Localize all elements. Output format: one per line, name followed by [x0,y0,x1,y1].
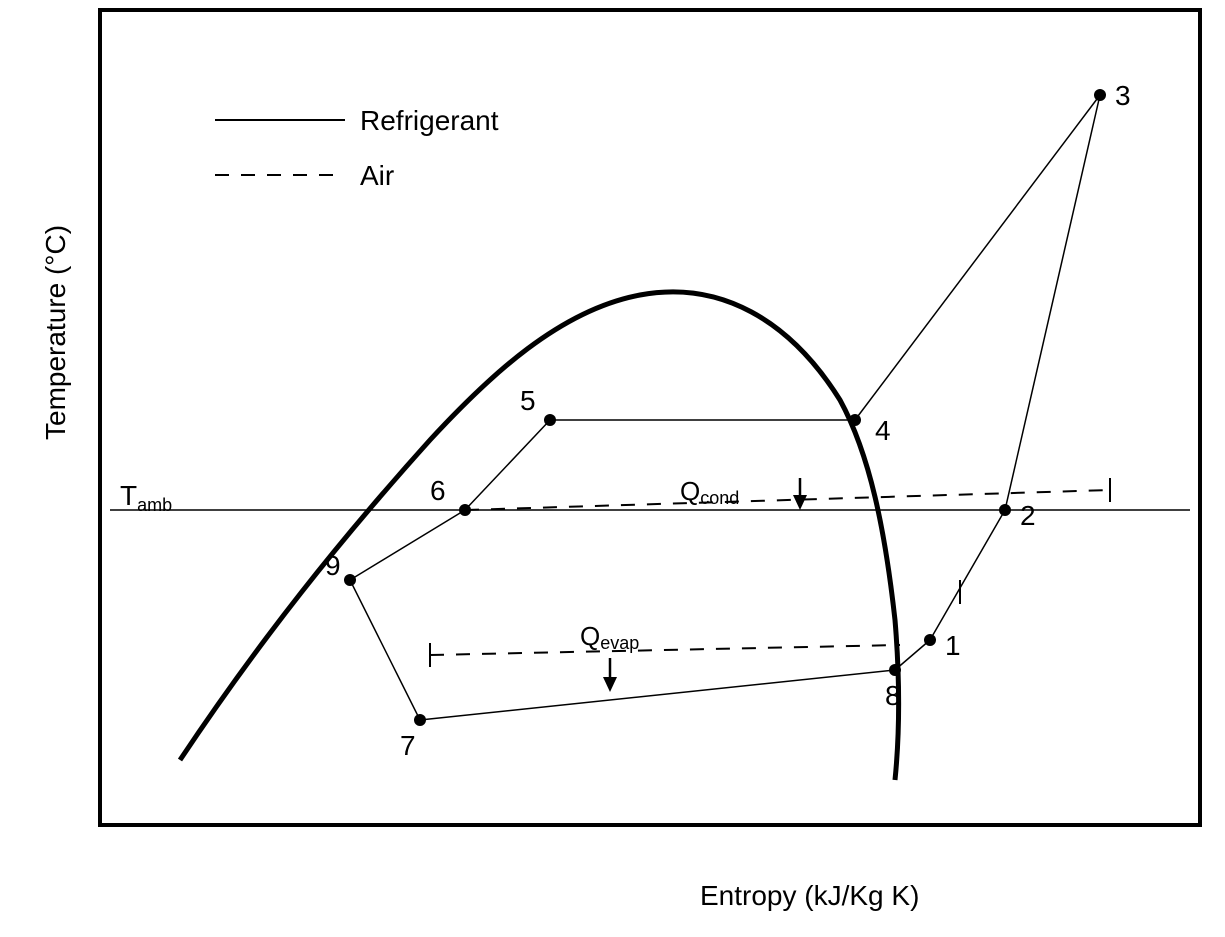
legend-label-refrigerant: Refrigerant [360,105,499,136]
legend: Refrigerant Air [215,105,499,191]
svg-text:2: 2 [1020,500,1036,531]
q-cond: Qcond [680,476,807,510]
svg-text:1: 1 [945,630,961,661]
svg-text:8: 8 [885,680,901,711]
svg-text:5: 5 [520,385,536,416]
svg-text:6: 6 [430,475,446,506]
svg-text:4: 4 [875,415,891,446]
legend-label-air: Air [360,160,394,191]
tamb-label: Tamb [120,480,172,515]
q-evap: Qevap [580,621,639,692]
plot-frame [100,10,1200,825]
svg-text:Qevap: Qevap [580,621,639,653]
svg-text:7: 7 [400,730,416,761]
svg-text:3: 3 [1115,80,1131,111]
svg-text:Qcond: Qcond [680,476,739,508]
ts-diagram-svg: Tamb Qcond Qevap [0,0,1225,937]
svg-text:9: 9 [325,550,341,581]
